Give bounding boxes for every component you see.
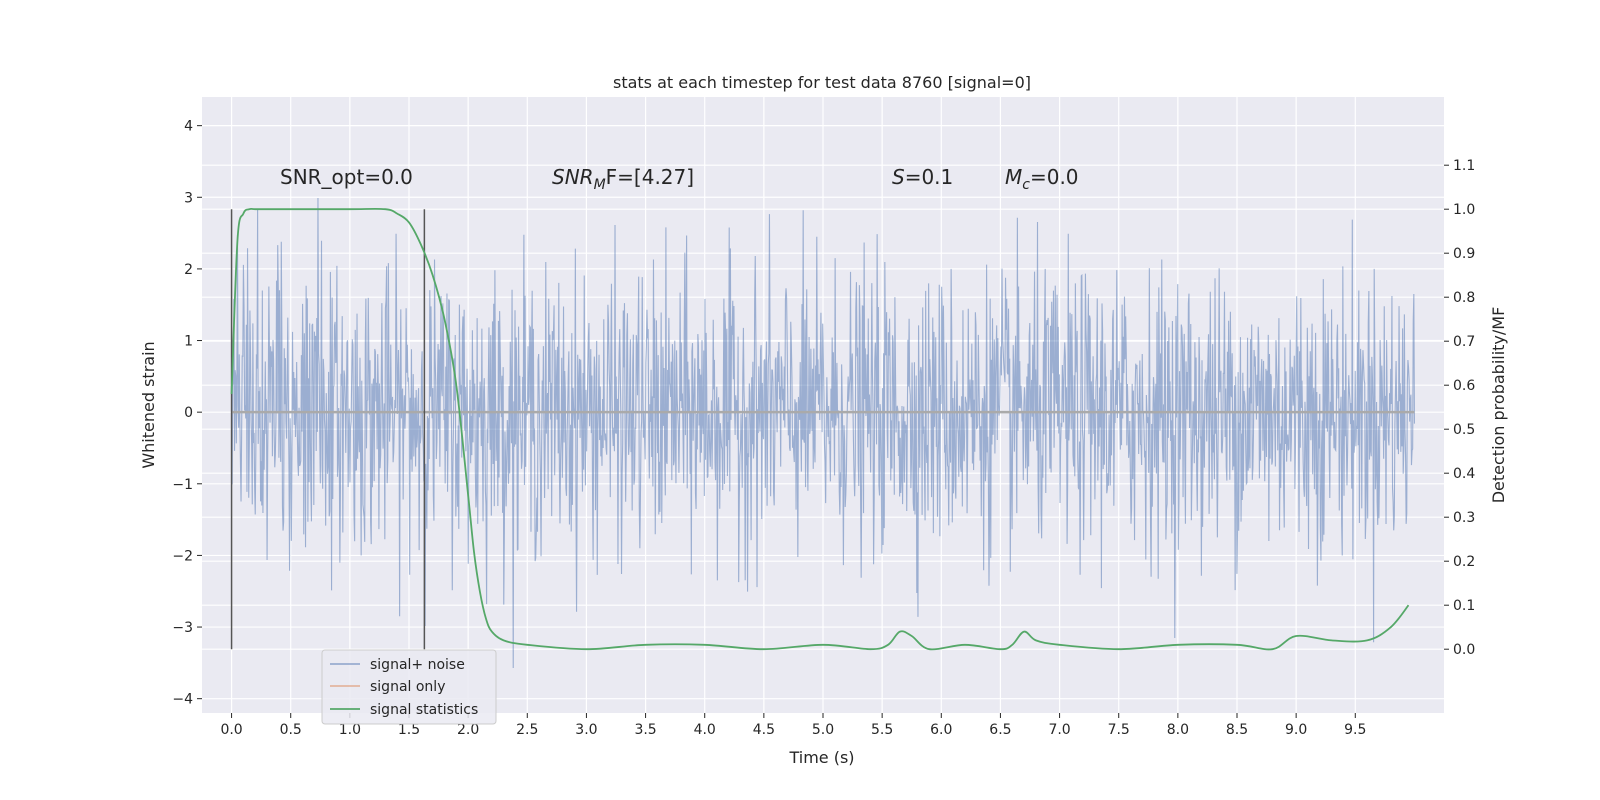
annotation-s: S=0.1 [892,165,953,189]
y2-tick-label: 0.8 [1453,290,1475,306]
annotation-snr-mf-tail: F=[4.27] [606,165,694,189]
x-tick-label: 0.0 [220,722,242,738]
y2-tick-label: 0.3 [1453,510,1475,526]
noise-trace [231,197,1415,668]
x-tick-label: 6.5 [989,722,1011,738]
x-tick-label: 4.0 [694,722,716,738]
annotation-snr-mf: SNRMF=[4.27] [552,165,694,193]
y2-tick-label: 1.0 [1453,202,1475,218]
y2-tick-label: 0.0 [1453,642,1475,658]
x-tick-label: 1.0 [339,722,361,738]
legend-label-signal-statistics: signal statistics [370,702,478,718]
y-axis-ticks: 4 3 2 1 0 −1 −2 −3 −4 [172,119,202,708]
y2-tick-label: 0.5 [1453,422,1475,438]
y-tick-label: 3 [184,190,193,206]
x-tick-label: 2.5 [516,722,538,738]
y2-tick-label: 0.2 [1453,554,1475,570]
annotation-mc-sub: c [1022,177,1030,193]
y-tick-label: −2 [172,548,193,564]
annotation-snr-mf-sub: M [594,177,606,193]
annotation-mc: Mc=0.0 [1005,165,1079,193]
vertical-markers [230,209,426,650]
x-tick-label: 8.5 [1226,722,1248,738]
x-tick-label: 5.5 [871,722,893,738]
series-signal-statistics [230,207,1410,651]
legend-label-signal-only: signal only [370,679,445,695]
annotation-s-main: S [892,165,905,189]
y2-tick-label: 0.4 [1453,466,1475,482]
x-axis-ticks: 0.0 0.5 1.0 1.5 2.0 2.5 3.0 3.5 4.0 4.5 5.0 5.5 6.0 6… [220,713,1366,738]
y-tick-label: 1 [184,334,193,350]
statistics-trace [230,207,1410,651]
annotation-snr-opt: SNR_opt=0.0 [280,165,413,189]
y-axis-label: Whitened strain [139,341,158,468]
annotation-snr-mf-main: SNR [552,165,594,189]
x-tick-label: 6.0 [930,722,952,738]
y2-tick-label: 0.7 [1453,334,1475,350]
annotation-mc-tail: =0.0 [1030,165,1079,189]
y-tick-label: −1 [172,477,193,493]
x-tick-label: 9.0 [1285,722,1307,738]
legend-box [321,649,497,725]
annotation-s-tail: =0.1 [905,165,954,189]
x-tick-label: 4.5 [753,722,775,738]
x-tick-label: 3.0 [575,722,597,738]
x-tick-label: 1.5 [398,722,420,738]
legend-label-signal-noise: signal+ noise [370,657,465,673]
y2-axis-label: Detection probability/MF [1489,307,1508,504]
y-tick-label: −4 [172,692,193,708]
y-tick-label: 2 [184,262,193,278]
annotation-mc-main: M [1005,165,1022,189]
y2-tick-label: 1.1 [1453,158,1475,174]
x-tick-label: 7.5 [1108,722,1130,738]
y2-axis-ticks: 1.1 1.0 0.9 0.8 0.7 0.6 0.5 0.4 0.3 0.2 0.1 0.0 [1444,158,1475,658]
x-tick-label: 2.0 [457,722,479,738]
y-tick-label: 4 [184,119,193,135]
x-tick-label: 5.0 [812,722,834,738]
x-tick-label: 9.5 [1344,722,1366,738]
y2-tick-label: 0.9 [1453,246,1475,262]
y2-tick-label: 0.1 [1453,598,1475,614]
series-signal-noise [231,197,1415,668]
x-tick-label: 7.0 [1048,722,1070,738]
x-tick-label: 0.5 [280,722,302,738]
y2-tick-label: 0.6 [1453,378,1475,394]
legend: signal+ noise signal only signal statist… [321,649,497,725]
x-tick-label: 3.5 [634,722,656,738]
y-tick-label: 0 [184,405,193,421]
chart-title: stats at each timestep for test data 876… [613,73,1031,92]
x-axis-label: Time (s) [788,748,854,767]
y-tick-label: −3 [172,620,193,636]
x-tick-label: 8.0 [1167,722,1189,738]
